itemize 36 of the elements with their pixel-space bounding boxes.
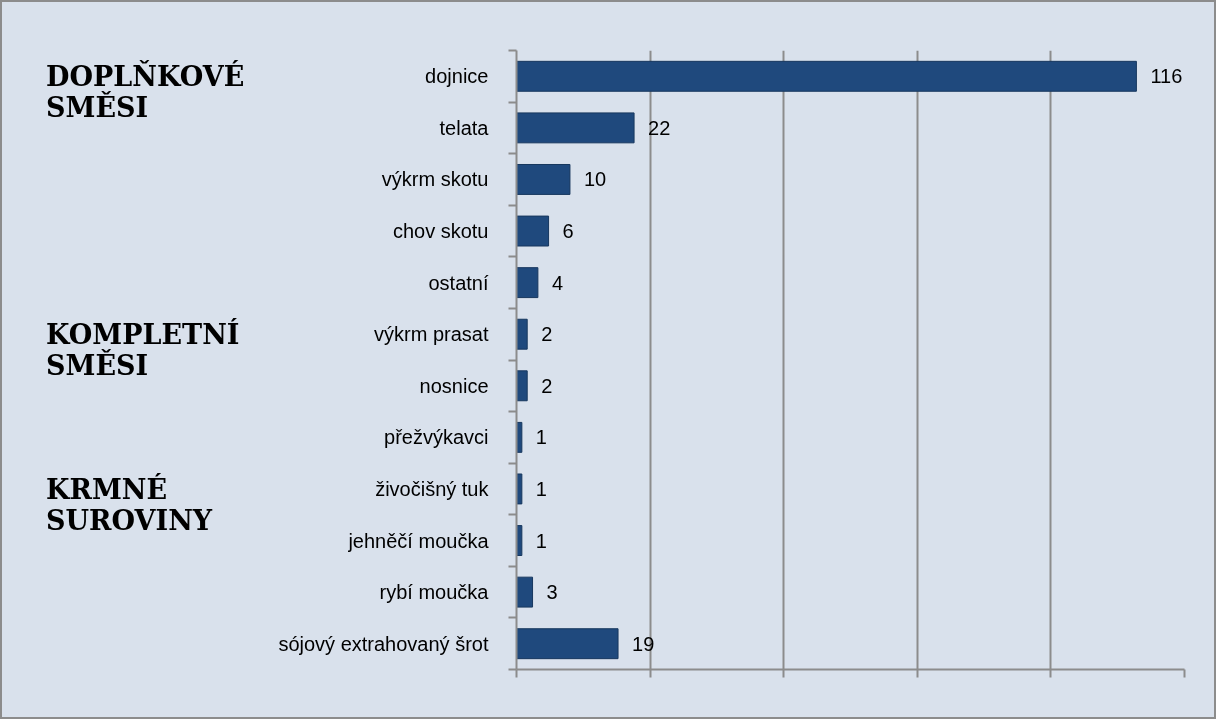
y-tick-label: telata xyxy=(439,116,490,139)
data-label: 22 xyxy=(648,116,671,139)
data-label: 2 xyxy=(541,374,553,397)
text: KRMNÉ SUROVINY xyxy=(46,472,213,536)
data-label: 19 xyxy=(632,632,655,655)
bar xyxy=(516,60,1137,92)
y-tick-label: ostatní xyxy=(428,271,489,294)
y-tick-label: jehněčí moučka xyxy=(347,529,490,552)
data-label: 3 xyxy=(546,581,558,604)
bar xyxy=(516,112,635,144)
bar xyxy=(516,267,539,299)
data-label: 116 xyxy=(1150,65,1183,88)
text: KOMPLETNÍ SMĚSI xyxy=(46,318,240,382)
y-tick-label: živočišný tuk xyxy=(375,477,490,500)
y-tick-label: výkrm skotu xyxy=(381,168,489,191)
data-label: 10 xyxy=(583,168,607,191)
bar xyxy=(516,628,619,660)
data-label: 4 xyxy=(551,271,563,294)
bar xyxy=(516,318,528,350)
data-label: 6 xyxy=(562,220,574,243)
y-tick-label: nosnice xyxy=(419,374,489,397)
bar xyxy=(516,215,550,247)
y-tick-label: dojnice xyxy=(425,65,489,88)
bar xyxy=(516,164,571,195)
y-tick-label: výkrm prasat xyxy=(374,323,489,346)
data-label: 1 xyxy=(535,529,547,552)
bar xyxy=(516,576,534,608)
text: DOPLŇKOVÉ SMĚSI xyxy=(46,60,245,124)
data-label: 1 xyxy=(535,477,547,500)
y-tick-label: přežvýkavci xyxy=(384,426,489,449)
data-label: 2 xyxy=(541,323,553,346)
y-tick-label: rybí moučka xyxy=(379,581,490,604)
y-tick-label: sójový extrahovaný šrot xyxy=(278,632,489,655)
bar xyxy=(516,370,528,402)
y-tick-label: chov skotu xyxy=(392,220,489,243)
data-label: 1 xyxy=(535,426,547,449)
